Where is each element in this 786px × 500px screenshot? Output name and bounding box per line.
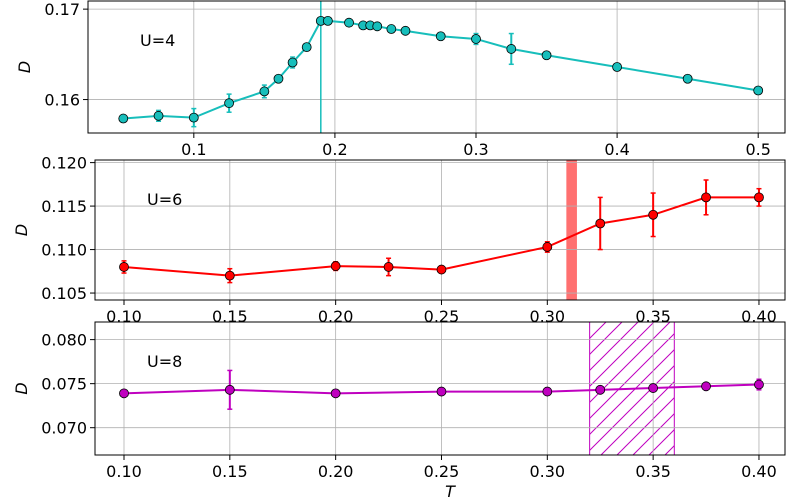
y-tick-label: 0.17 [44,0,80,19]
y-tick-label: 0.080 [41,331,87,350]
x-tick-label: 0.40 [741,307,777,326]
x-tick-label: 0.30 [529,462,565,481]
annotation: U=6 [147,190,182,209]
data-point [541,50,552,61]
data-point [224,270,235,281]
data-point [471,34,481,44]
x-tick-label: 0.5 [745,140,770,159]
data-point [287,57,298,68]
x-tick-label: 0.35 [635,307,671,326]
data-point [754,379,764,390]
annotation: U=4 [140,31,175,50]
data-point [330,261,341,271]
data-point [119,388,129,399]
data-point [153,110,164,121]
x-axis-label: T [445,482,456,500]
axes-frame [94,159,786,301]
y-tick-label: 0.070 [41,419,87,438]
data-point [542,386,553,397]
y-axis-label: D [12,224,31,236]
x-tick-label: 0.10 [106,307,142,326]
data-point [595,218,606,229]
axes-frame [87,0,786,134]
y-tick-label: 0.075 [41,375,87,394]
data-point [119,262,129,272]
data-point [506,44,517,54]
x-tick-label: 0.25 [424,307,460,326]
x-tick-label: 0.20 [318,307,354,326]
data-point [648,209,659,220]
data-point [436,386,447,397]
x-tick-label: 0.3 [463,140,488,159]
x-tick-label: 0.35 [635,462,671,481]
data-point [386,24,397,34]
data-point [436,264,447,275]
y-tick-label: 0.110 [41,241,87,260]
data-point [701,192,711,203]
x-tick-label: 0.1 [181,140,206,159]
annotation: U=8 [147,352,182,371]
x-tick-label: 0.10 [106,462,142,481]
data-point [400,25,411,36]
data-point [118,113,129,124]
shaded-region [566,160,577,300]
data-point [701,381,711,392]
data-point [612,62,622,72]
data-point [542,242,553,252]
y-tick-label: 0.120 [41,154,87,173]
y-tick-label: 0.16 [44,91,80,110]
data-point [682,73,693,84]
y-axis-label: D [15,61,34,73]
axes-frame [94,321,786,456]
x-tick-label: 0.20 [318,462,354,481]
x-tick-label: 0.4 [604,140,629,159]
data-point [754,192,764,203]
data-point [301,42,312,53]
data-point [273,73,284,84]
data-point [224,384,235,395]
data-point [648,383,659,393]
data-point [224,98,234,109]
x-tick-label: 0.40 [741,462,777,481]
panel: 0.10 0.15 0.20 0.25 0.30 0.35 0.40 0.070 0.075 0.… [12,321,786,500]
data-point [188,112,199,123]
data-point [753,85,764,96]
data-point [344,17,354,28]
y-tick-label: 0.115 [41,197,87,216]
data-point [330,388,341,399]
data-point [372,21,383,32]
data-line [123,196,759,277]
data-point [383,262,394,272]
x-tick-label: 0.2 [322,140,347,159]
x-tick-label: 0.25 [424,462,460,481]
panel: 0.10 0.15 0.20 0.25 0.30 0.35 0.40 0.105 0.110 0.… [12,154,786,326]
data-point [259,86,270,97]
x-tick-label: 0.30 [529,307,565,326]
x-tick-label: 0.15 [212,462,248,481]
x-tick-label: 0.15 [212,307,248,326]
data-point [435,31,446,42]
y-axis-label: D [12,382,31,394]
data-point [595,384,606,395]
data-point [322,15,333,26]
panel: 0.1 0.2 0.3 0.4 0.5 0.16 0.17 U=4 D [15,0,786,159]
y-tick-label: 0.105 [41,284,87,303]
